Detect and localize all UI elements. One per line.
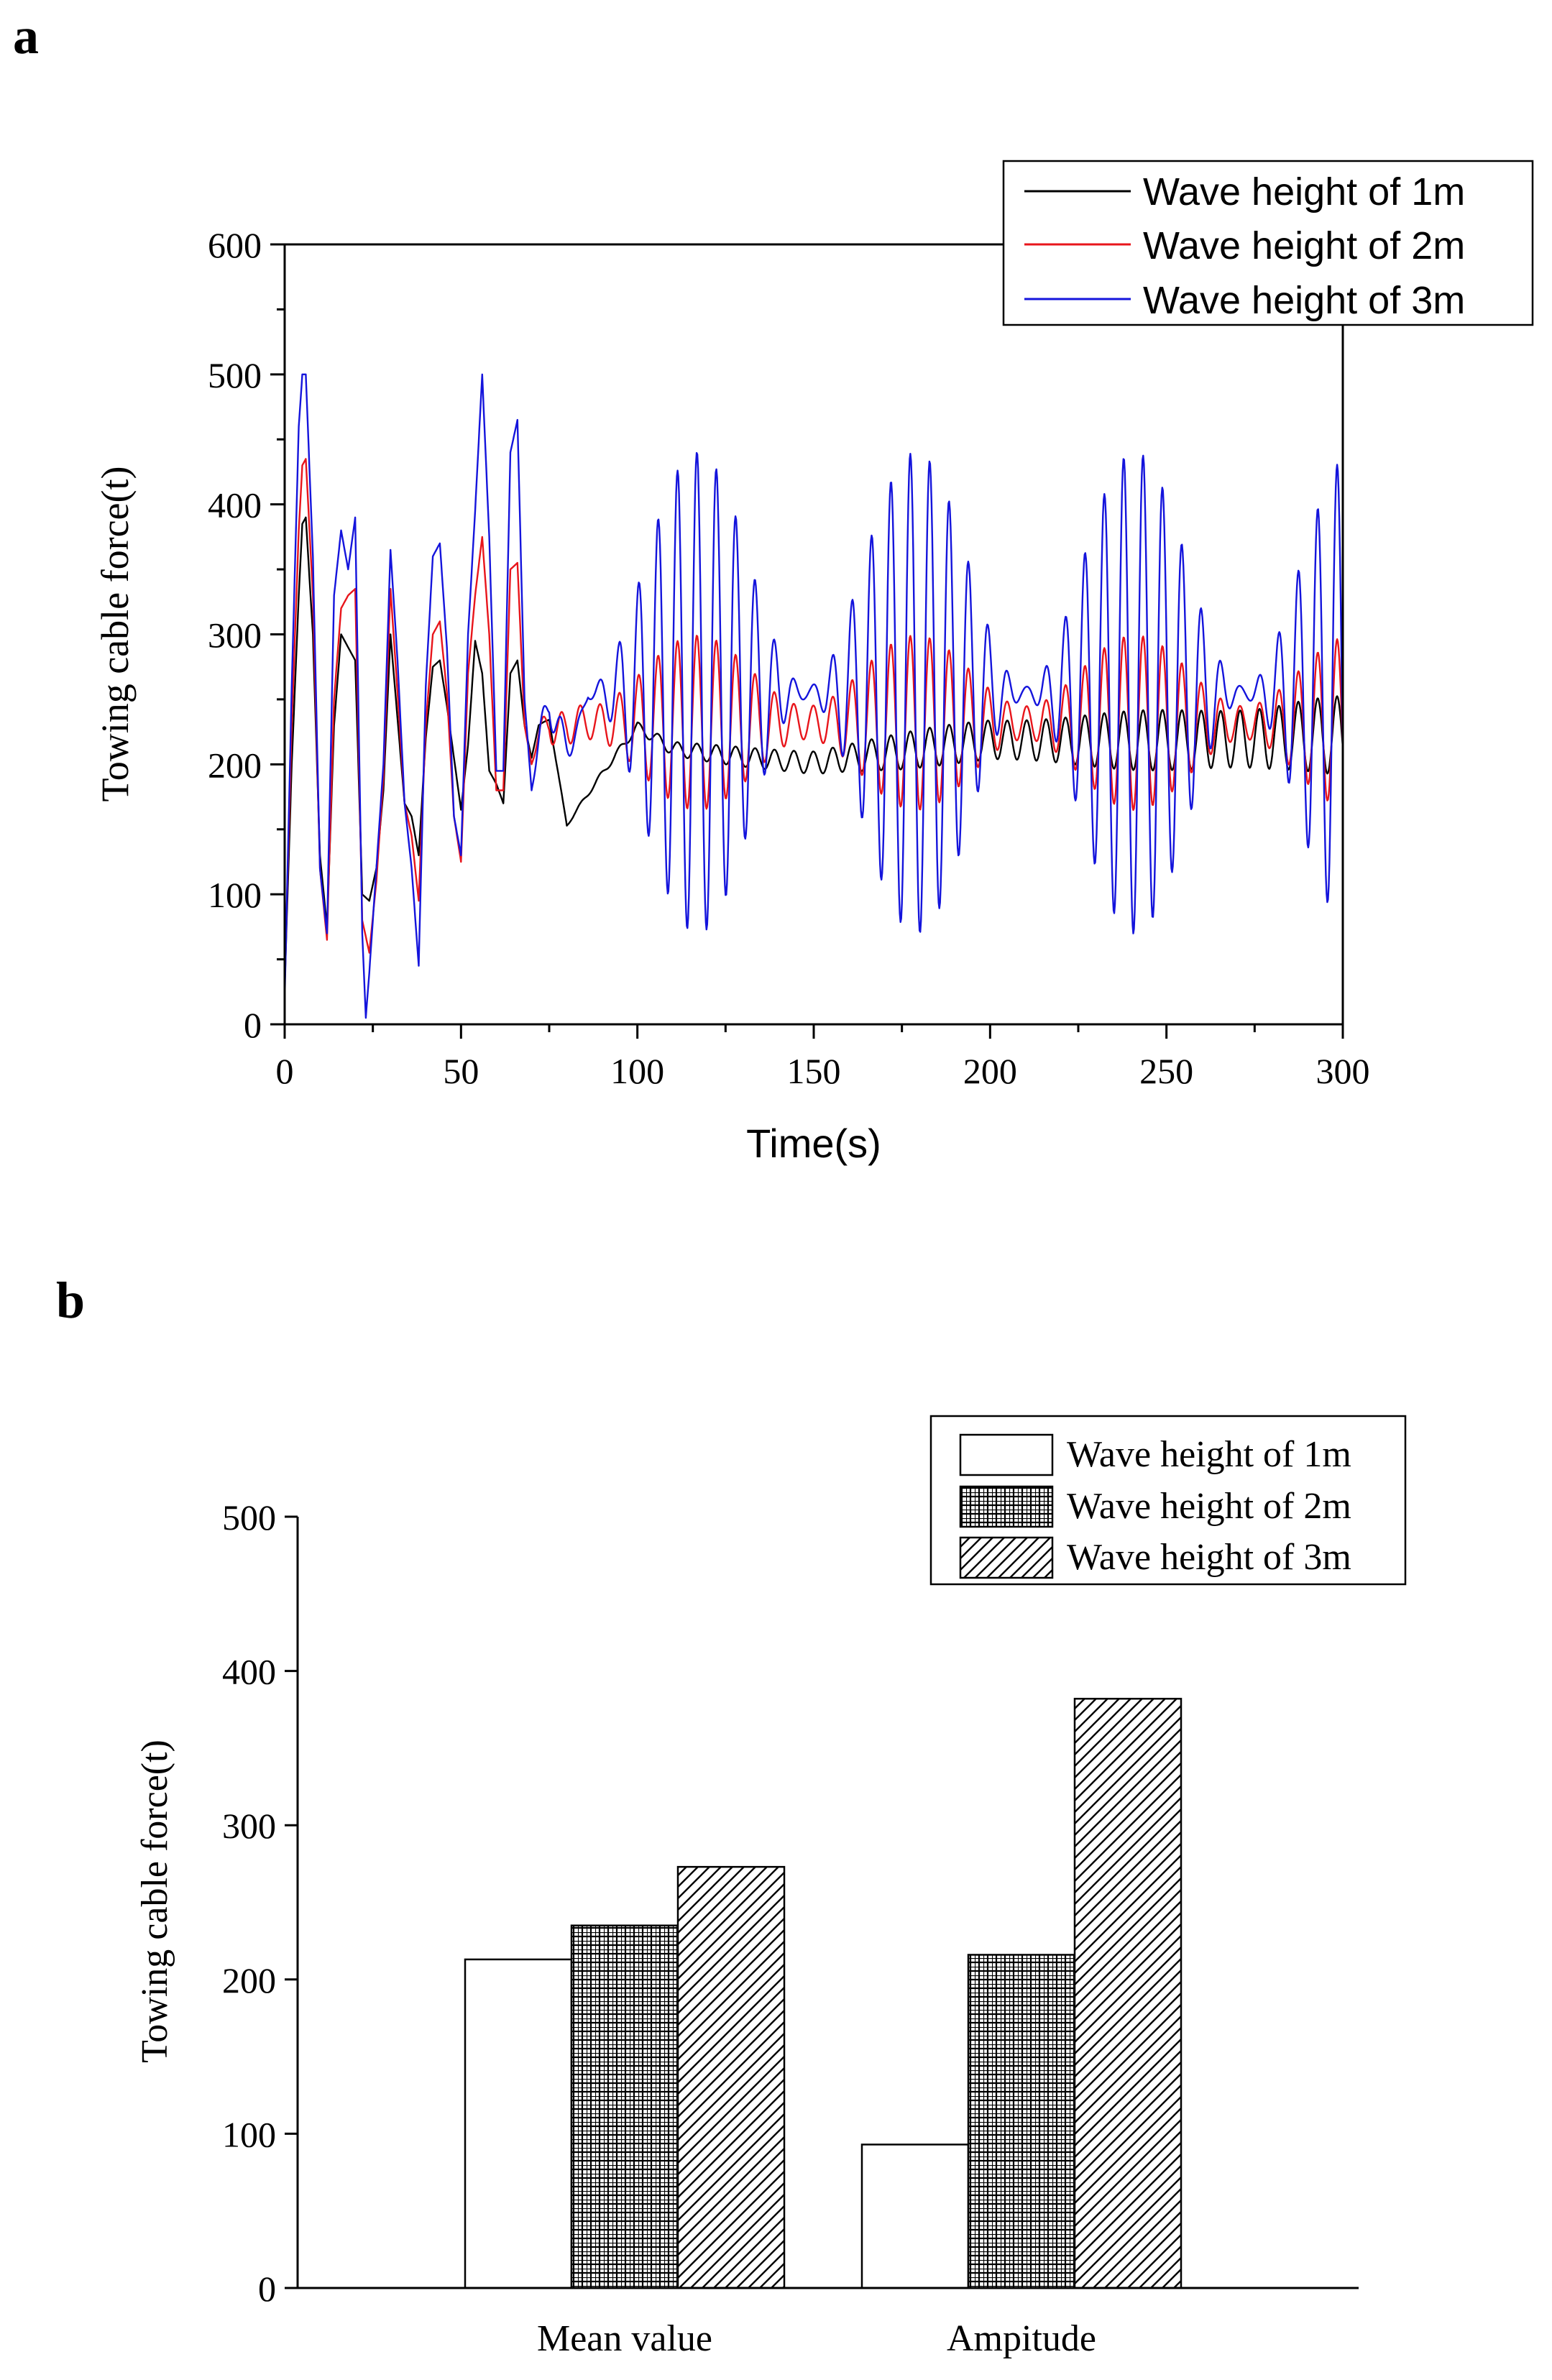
- axes-b: [296, 1517, 1359, 2289]
- x-axis-b: Mean value Ampitude: [537, 2318, 1096, 2359]
- legend-swatch-plain: [959, 1433, 1054, 1476]
- bar-mean-value-2m: [570, 1924, 679, 2289]
- x-tick-label-a: 0: [276, 1051, 294, 1091]
- legend-label-3m: Wave height of 3m: [1143, 279, 1465, 322]
- line-series-3m: [283, 373, 1344, 1019]
- bar-ampitude-2m: [967, 1954, 1076, 2289]
- legend-swatch-grid: [959, 1485, 1054, 1528]
- legend-b-label-2m: Wave height of 2m: [1067, 1486, 1351, 1527]
- legend-b-label-3m: Wave height of 3m: [1067, 1537, 1351, 1578]
- y-tick-label-b: 400: [222, 1652, 276, 1692]
- x-axis-label-a: Time(s): [746, 1121, 881, 1166]
- y-axis-a: 0 100 200 300 400 500 600: [208, 225, 285, 1045]
- x-tick-label-a: 150: [787, 1051, 841, 1091]
- x-tick-label-a: 250: [1139, 1051, 1193, 1091]
- line-series-1m: [283, 516, 1344, 985]
- y-tick-label-b: 100: [222, 2114, 276, 2154]
- y-tick-label-a: 0: [244, 1005, 262, 1045]
- x-category-label-b: Ampitude: [947, 2318, 1096, 2359]
- y-tick-label-a: 100: [208, 875, 262, 915]
- bar-chart-panel-b: 0 100 200 300 400 500 Mean value Ampitude Towi…: [134, 1415, 1407, 2359]
- line-chart-panel-a: 0 100 200 300 400 500 600 0 50 100 150 200 250 300 T…: [93, 160, 1534, 1166]
- legend-a: Wave height of 1m Wave height of 2m Wave…: [1002, 160, 1534, 326]
- y-tick-label-b: 200: [222, 1960, 276, 2000]
- legend-b: Wave height of 1m Wave height of 2m Wave…: [929, 1415, 1407, 1586]
- x-tick-label-a: 50: [443, 1051, 479, 1091]
- y-tick-label-b: 300: [222, 1806, 276, 1846]
- y-axis-label-b: Towing cable force(t): [134, 1740, 175, 2063]
- y-tick-label-b: 0: [258, 2269, 276, 2309]
- bar-mean-value-3m: [676, 1865, 786, 2289]
- y-tick-label-a: 500: [208, 355, 262, 395]
- panel-b-label: b: [56, 1272, 85, 1329]
- x-tick-label-a: 300: [1316, 1051, 1370, 1091]
- plot-frame-a: [283, 243, 1344, 1026]
- legend-label-1m: Wave height of 1m: [1143, 170, 1465, 213]
- y-tick-label-b: 500: [222, 1497, 276, 1538]
- legend-box-a: [1002, 160, 1534, 326]
- bar-mean-value-1m: [464, 1958, 573, 2289]
- y-tick-label-a: 400: [208, 485, 262, 525]
- x-category-label-b: Mean value: [537, 2318, 712, 2359]
- x-axis-a: 0 50 100 150 200 250 300: [276, 1024, 1370, 1091]
- y-tick-label-a: 600: [208, 225, 262, 265]
- legend-label-2m: Wave height of 2m: [1143, 224, 1465, 267]
- line-series-group: [283, 373, 1344, 1019]
- bar-group: [464, 1697, 1183, 2289]
- line-series-2m: [283, 458, 1344, 985]
- x-tick-label-a: 200: [963, 1051, 1017, 1091]
- bar-ampitude-1m: [860, 2144, 970, 2289]
- y-axis-label-a: Towing cable force(t): [93, 467, 137, 802]
- y-tick-label-a: 300: [208, 615, 262, 656]
- y-axis-b: 0 100 200 300 400 500: [222, 1497, 298, 2309]
- bar-ampitude-3m: [1073, 1697, 1183, 2289]
- y-tick-label-a: 200: [208, 745, 262, 785]
- x-tick-label-a: 100: [610, 1051, 664, 1091]
- panel-a-label: a: [13, 7, 39, 65]
- legend-swatch-hatch: [959, 1536, 1054, 1579]
- legend-b-label-1m: Wave height of 1m: [1067, 1434, 1351, 1475]
